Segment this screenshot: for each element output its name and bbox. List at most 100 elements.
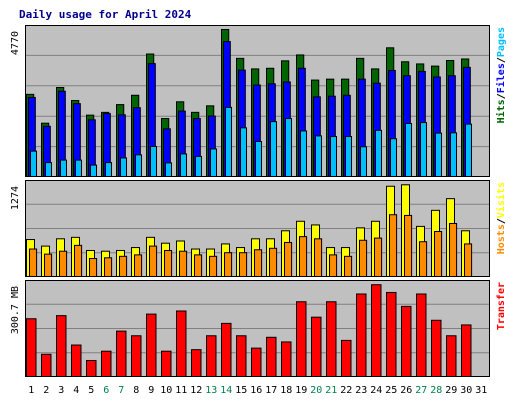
bar-transfer: [461, 324, 472, 377]
x-tick-label: 25: [385, 385, 397, 396]
bar-transfer: [401, 305, 412, 377]
bar-hosts: [269, 247, 278, 277]
bar-hosts: [74, 244, 83, 277]
x-tick-label: 2: [43, 385, 49, 396]
bar-pages: [405, 123, 413, 178]
bar-hosts: [374, 237, 383, 277]
x-tick-label: 7: [118, 385, 124, 396]
bar-hosts: [239, 252, 248, 277]
bar-hosts: [419, 241, 428, 278]
bar-pages: [135, 154, 143, 177]
x-tick-label: 24: [370, 385, 382, 396]
series-legend: Hosts/Visits: [495, 182, 507, 254]
bar-hosts: [164, 249, 173, 278]
bar-transfer: [326, 301, 337, 377]
bar-transfer: [266, 336, 277, 378]
x-tick-label: 18: [280, 385, 292, 396]
bar-hosts: [254, 249, 263, 277]
bar-pages: [90, 164, 98, 177]
x-tick-label: 12: [190, 385, 202, 396]
bar-transfer: [371, 284, 382, 377]
bar-pages: [75, 159, 83, 178]
chart-title: Daily usage for April 2024: [19, 8, 192, 21]
bar-hosts: [344, 255, 353, 277]
x-tick-label: 19: [295, 385, 307, 396]
bar-hosts: [119, 255, 128, 277]
bar-transfer: [386, 291, 397, 377]
bar-pages: [300, 130, 308, 178]
bar-hosts: [404, 214, 413, 278]
x-tick-label: 28: [430, 385, 442, 396]
bar-pages: [180, 153, 188, 177]
legend-part: Visits: [495, 182, 507, 218]
bar-hosts: [464, 243, 473, 277]
x-tick-label: 29: [445, 385, 457, 396]
bar-transfer: [161, 350, 172, 377]
bar-hosts: [299, 236, 308, 277]
bar-transfer: [296, 301, 307, 377]
bar-hosts: [329, 254, 338, 277]
bar-pages: [45, 162, 53, 177]
bar-pages: [255, 141, 263, 178]
x-tick-label: 20: [310, 385, 322, 396]
bar-pages: [60, 159, 68, 178]
y-max-label: 300.7 MB: [10, 286, 21, 334]
bar-pages: [450, 132, 458, 177]
legend-part: Pages: [496, 27, 507, 57]
legend-part: /: [496, 93, 507, 99]
bar-transfer: [26, 318, 37, 378]
bar-transfer: [431, 319, 442, 378]
x-tick-label: 1: [28, 385, 34, 396]
bar-transfer: [251, 347, 262, 378]
series-legend: Hits/Files/Pages: [495, 27, 507, 123]
x-tick-label: 26: [400, 385, 412, 396]
bar-pages: [240, 127, 248, 177]
bar-transfer: [146, 313, 157, 377]
bar-hosts: [389, 214, 398, 277]
bar-pages: [285, 118, 293, 177]
bar-pages: [360, 146, 368, 178]
bar-transfer: [191, 349, 202, 377]
x-tick-label: 27: [415, 385, 427, 396]
bar-transfer: [86, 359, 97, 377]
bar-hosts: [59, 250, 68, 277]
bar-pages: [165, 162, 173, 177]
bar-hosts: [359, 239, 368, 277]
legend-part: Hosts: [496, 224, 507, 254]
bar-hosts: [89, 258, 98, 278]
bar-pages: [30, 150, 38, 177]
bar-hosts: [209, 255, 218, 277]
bar-hosts: [284, 241, 293, 277]
bar-hosts: [149, 245, 158, 277]
bar-transfer: [341, 339, 352, 377]
x-tick-label: 3: [58, 385, 64, 396]
panel-hits-files-pages-frame: [25, 25, 490, 177]
x-tick-label: 23: [355, 385, 367, 396]
legend-part: Transfer: [496, 282, 507, 330]
legend-part: /: [496, 57, 507, 63]
bar-transfer: [416, 293, 427, 377]
bar-transfer: [236, 335, 247, 378]
bar-hosts: [44, 253, 53, 277]
y-max-label: 1274: [10, 186, 21, 210]
bar-pages: [420, 122, 428, 178]
legend-part: Hits: [495, 99, 507, 123]
bar-pages: [150, 145, 158, 178]
x-tick-label: 11: [175, 385, 187, 396]
x-tick-label: 8: [133, 385, 139, 396]
bar-pages: [390, 138, 398, 177]
bar-hosts: [434, 231, 443, 277]
x-tick-label: 17: [265, 385, 277, 396]
bar-transfer: [281, 341, 292, 377]
x-tick-label: 4: [73, 385, 79, 396]
x-tick-label: 22: [340, 385, 352, 396]
x-tick-label: 9: [148, 385, 154, 396]
bar-pages: [465, 123, 473, 177]
bar-transfer: [71, 344, 82, 378]
bar-hosts: [134, 254, 143, 277]
bar-hosts: [104, 257, 113, 278]
bar-pages: [330, 136, 338, 177]
bar-transfer: [311, 316, 322, 378]
